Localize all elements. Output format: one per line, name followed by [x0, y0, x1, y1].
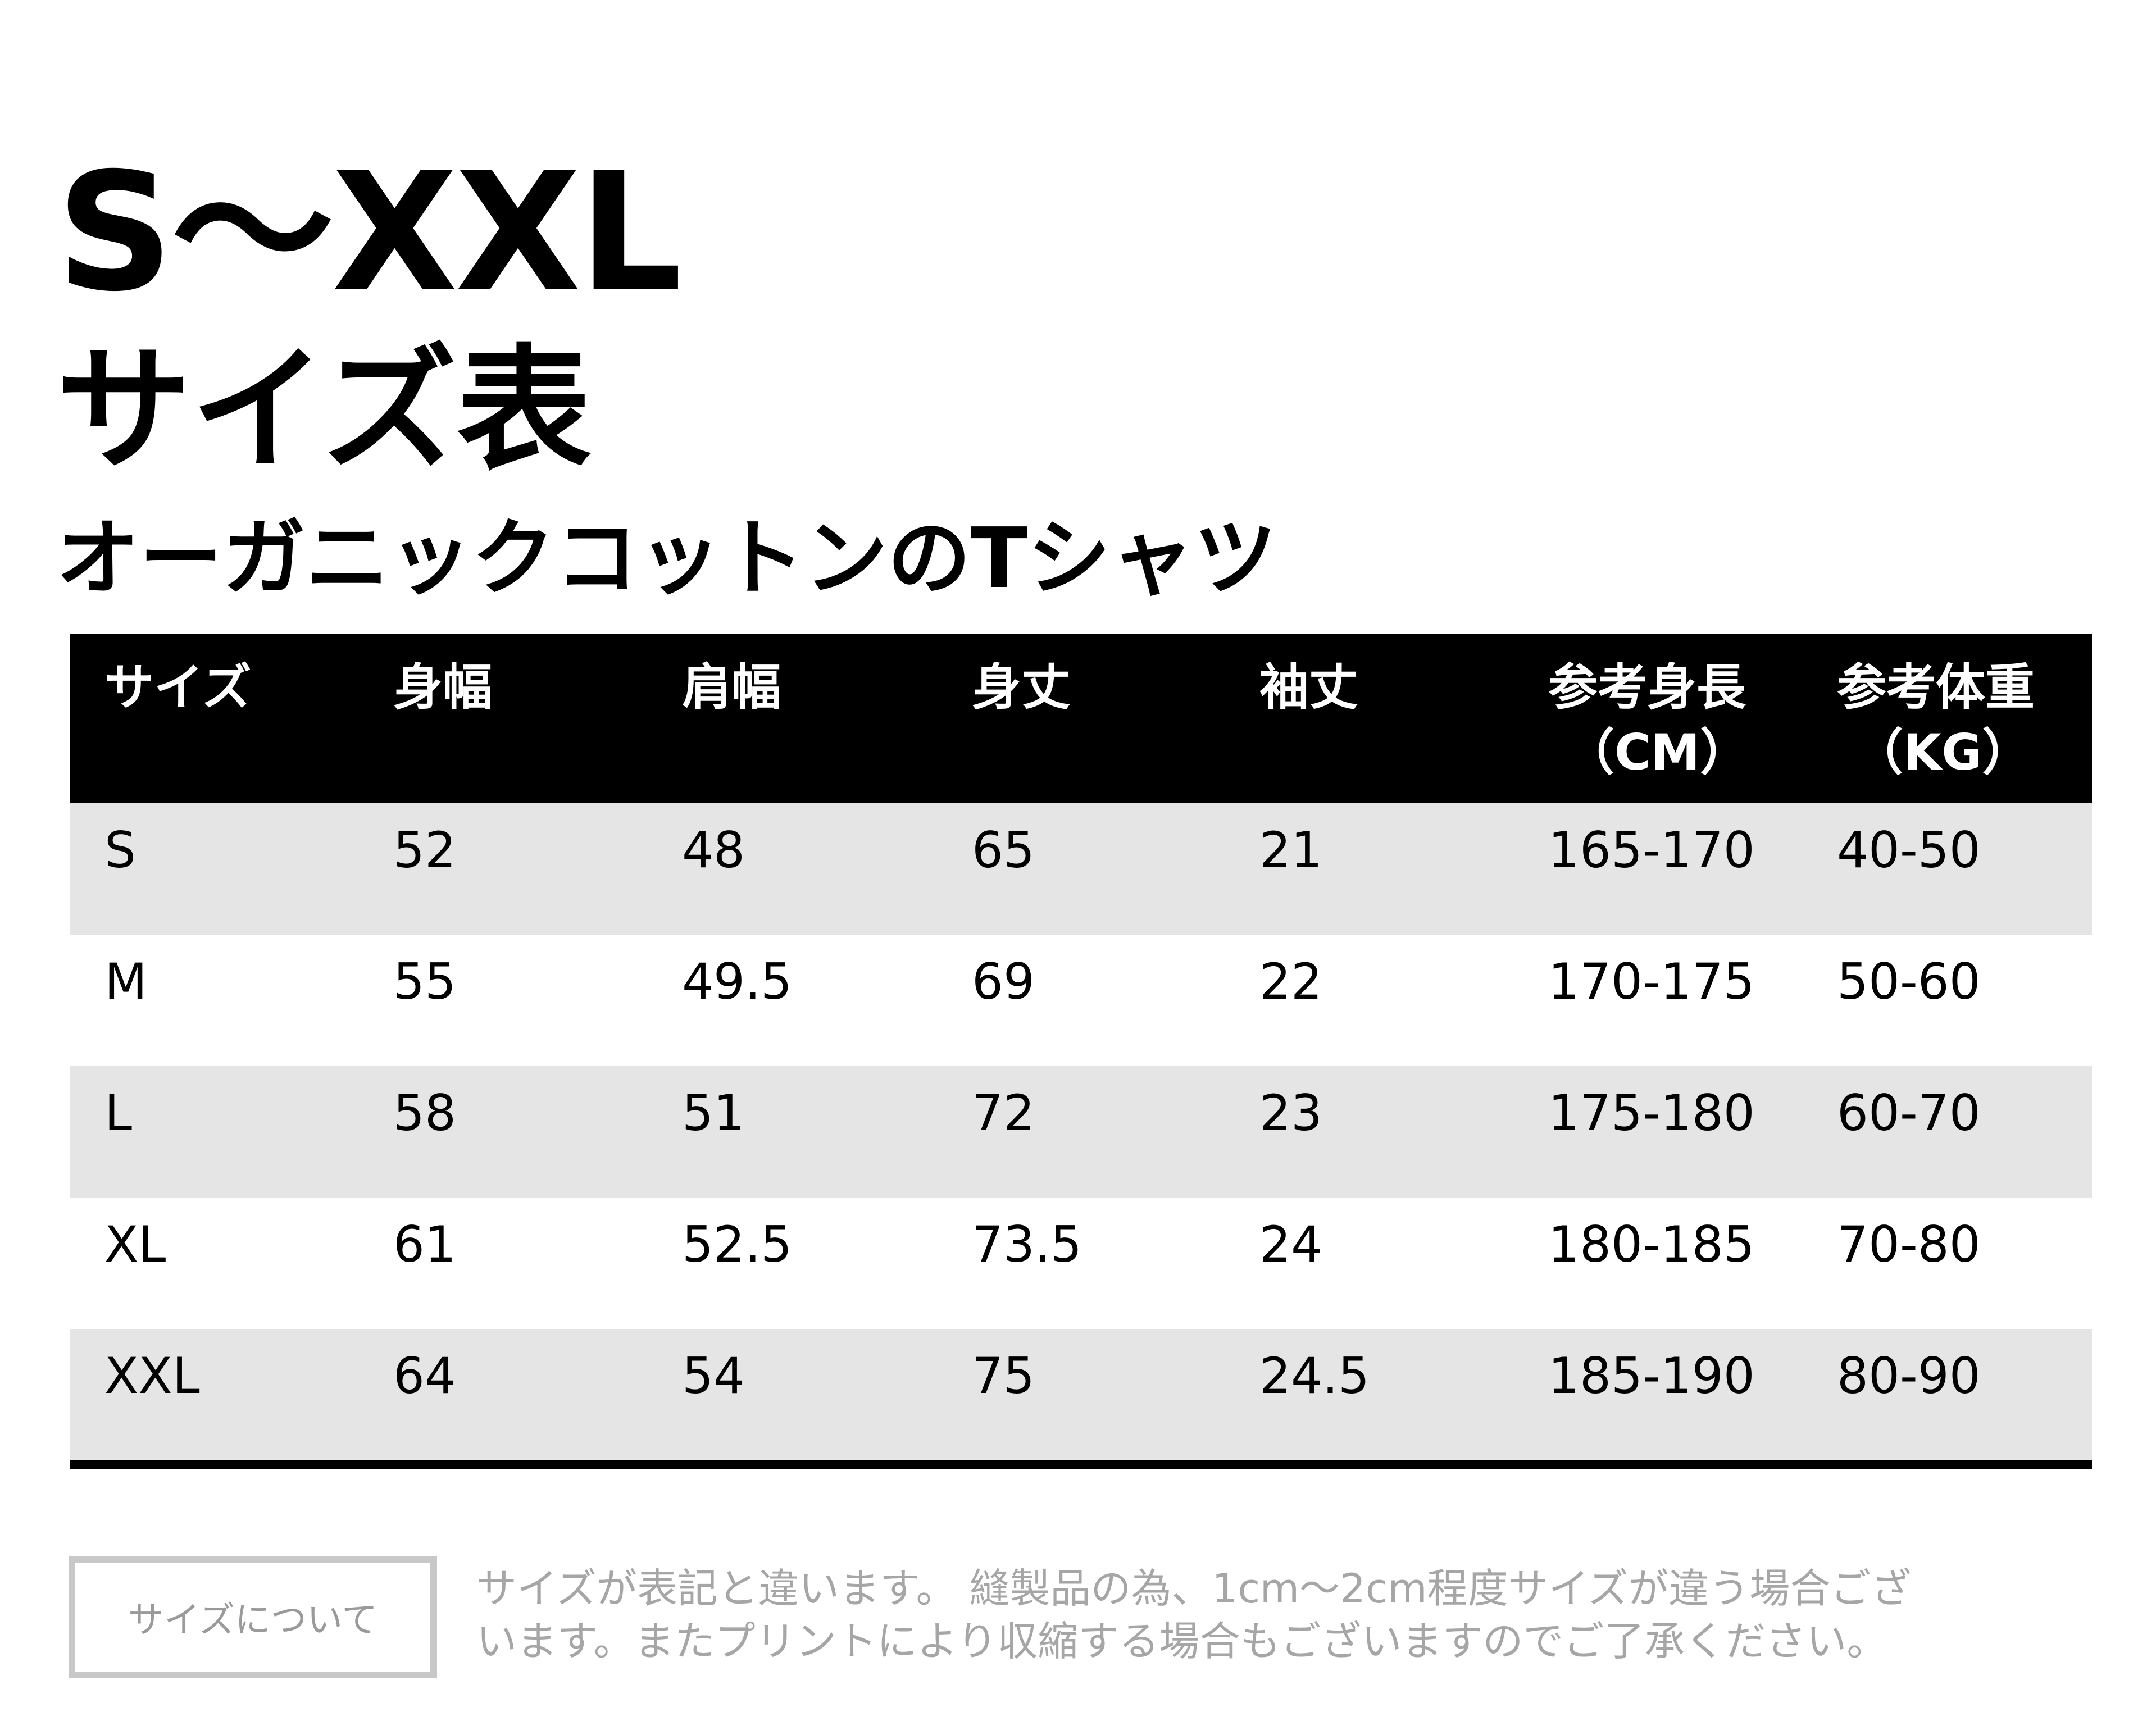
- table-cell: 52: [393, 821, 456, 879]
- table-cell: 175-180: [1548, 1084, 1755, 1142]
- header-sleeve-length: 袖丈: [1259, 655, 1358, 720]
- table-row-s: S 52 48 65 21 165-170 40-50: [70, 803, 2092, 935]
- table-cell: 54: [682, 1347, 745, 1405]
- table-row-xl: XL 61 52.5 73.5 24 180-185 70-80: [70, 1198, 2092, 1329]
- size-note-line-1: サイズが表記と違います。 縫製品の為、1cm～2cm程度サイズが違う場合ござ: [476, 1565, 1912, 1612]
- size-note-text: サイズが表記と違います。 縫製品の為、1cm～2cm程度サイズが違う場合ござ い…: [476, 1563, 2094, 1668]
- table-cell: 165-170: [1548, 821, 1755, 879]
- table-cell: 51: [682, 1084, 745, 1142]
- header-reference-height-label: 参考身長: [1548, 658, 1746, 716]
- size-note-line-2: います。またプリントにより収縮する場合もございますのでご了承ください。: [476, 1617, 1887, 1665]
- table-cell: 64: [393, 1347, 456, 1405]
- table-cell: 48: [682, 821, 745, 879]
- table-cell: 61: [393, 1215, 456, 1273]
- table-cell: 80-90: [1837, 1347, 1981, 1405]
- title-size-range: S～XXL: [56, 138, 683, 327]
- table-cell: 24: [1259, 1215, 1322, 1273]
- table-cell: 70-80: [1837, 1215, 1981, 1273]
- table-cell: 52.5: [682, 1215, 792, 1273]
- table-row-m: M 55 49.5 69 22 170-175 50-60: [70, 935, 2092, 1066]
- table-cell: 24.5: [1259, 1347, 1370, 1405]
- size-note-button[interactable]: サイズについて: [69, 1556, 437, 1678]
- title-size-chart: サイズ表: [56, 331, 592, 489]
- header-reference-weight-unit: （KG）: [1854, 723, 2032, 782]
- table-bottom-rule: [70, 1460, 2092, 1469]
- header-body-length: 身丈: [972, 655, 1071, 720]
- table-cell: 170-175: [1548, 953, 1755, 1010]
- size-table: サイズ 身幅 肩幅 身丈 袖丈 参考身長 （CM） 参考体重 （KG） S 52…: [70, 634, 2092, 1469]
- table-cell: 185-190: [1548, 1347, 1755, 1405]
- table-cell: 50-60: [1837, 953, 1981, 1010]
- table-cell: 180-185: [1548, 1215, 1755, 1273]
- table-cell: 22: [1259, 953, 1322, 1010]
- table-cell: 40-50: [1837, 821, 1981, 879]
- header-reference-weight: 参考体重 （KG）: [1837, 655, 2035, 785]
- header-size-label: サイズ: [104, 658, 252, 716]
- header-body-width: 身幅: [393, 655, 492, 720]
- table-header-row: サイズ 身幅 肩幅 身丈 袖丈 参考身長 （CM） 参考体重 （KG）: [70, 634, 2092, 803]
- table-row-xxl: XXL 64 54 75 24.5 185-190 80-90: [70, 1329, 2092, 1460]
- table-cell: XL: [104, 1215, 166, 1273]
- title-product-name: オーガニックコットンのTシャツ: [56, 510, 1277, 607]
- table-cell: 23: [1259, 1084, 1322, 1142]
- table-cell: 21: [1259, 821, 1322, 879]
- table-cell: XXL: [104, 1347, 200, 1405]
- header-shoulder-width: 肩幅: [682, 655, 781, 720]
- table-cell: 75: [972, 1347, 1035, 1405]
- size-note-button-label: サイズについて: [128, 1600, 378, 1641]
- table-cell: 72: [972, 1084, 1035, 1142]
- table-row-l: L 58 51 72 23 175-180 60-70: [70, 1066, 2092, 1198]
- header-sleeve-length-label: 袖丈: [1259, 658, 1359, 716]
- table-cell: 49.5: [682, 953, 792, 1010]
- header-shoulder-width-label: 肩幅: [682, 658, 781, 716]
- table-cell: S: [104, 821, 136, 879]
- table-cell: 55: [393, 953, 456, 1010]
- header-reference-weight-label: 参考体重: [1837, 658, 2035, 716]
- header-body-length-label: 身丈: [972, 658, 1071, 716]
- header-size: サイズ: [104, 655, 251, 720]
- table-cell: 69: [972, 953, 1035, 1010]
- table-cell: 65: [972, 821, 1035, 879]
- header-reference-height-unit: （CM）: [1565, 723, 1750, 782]
- header-body-width-label: 身幅: [393, 658, 493, 716]
- table-cell: 60-70: [1837, 1084, 1981, 1142]
- header-reference-height: 参考身長 （CM）: [1548, 655, 1749, 785]
- table-cell: L: [104, 1084, 133, 1142]
- table-cell: 58: [393, 1084, 456, 1142]
- table-cell: 73.5: [972, 1215, 1082, 1273]
- table-cell: M: [104, 953, 147, 1010]
